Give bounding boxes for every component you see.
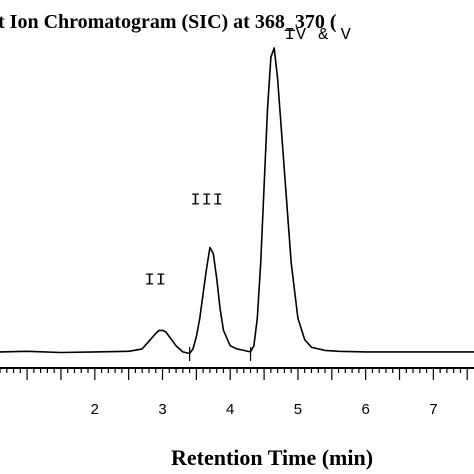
peak-label-0: II	[145, 271, 167, 290]
x-tick-label: 5	[294, 401, 302, 418]
x-tick-label: 6	[361, 401, 369, 418]
chart-title: t Ion Chromatogram (SIC) at 368_370 (	[0, 11, 337, 33]
peak-label-2: IV & V	[285, 26, 352, 45]
x-tick-label: 7	[429, 401, 437, 418]
x-tick-label: 2	[91, 401, 99, 418]
x-axis: 2 3 4 5 6 7	[0, 367, 474, 418]
x-tick-label: 3	[158, 401, 166, 418]
x-tick-label: 4	[226, 401, 234, 418]
series-line-0	[0, 47, 474, 355]
x-axis-label: Retention Time (min)	[171, 445, 373, 470]
peak-label-1: III	[190, 192, 224, 211]
plot-area	[0, 47, 474, 361]
